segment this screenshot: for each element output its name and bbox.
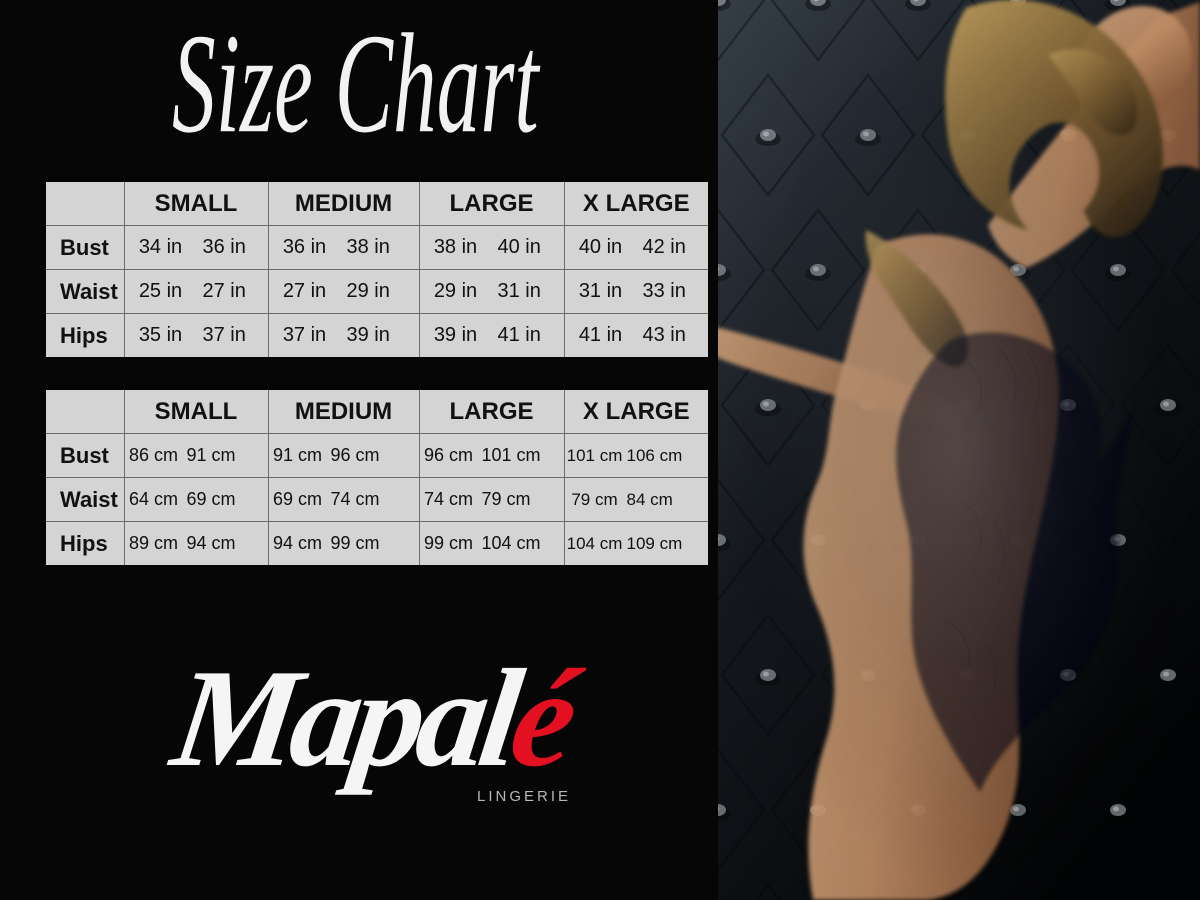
svg-text:Mapalé: Mapalé xyxy=(162,642,591,796)
